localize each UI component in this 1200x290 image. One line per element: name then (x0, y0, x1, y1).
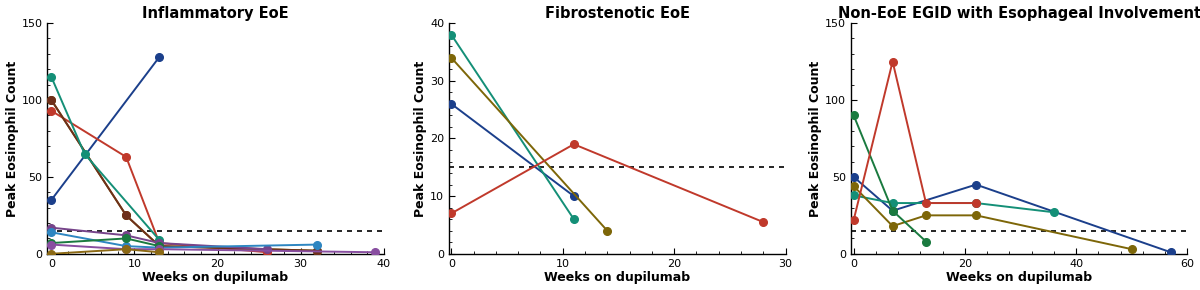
Y-axis label: Peak Eosinophil Count: Peak Eosinophil Count (414, 60, 427, 217)
Title: Fibrostenotic EoE: Fibrostenotic EoE (545, 6, 690, 21)
Title: Non-EoE EGID with Esophageal Involvement: Non-EoE EGID with Esophageal Involvement (838, 6, 1200, 21)
X-axis label: Weeks on dupilumab: Weeks on dupilumab (545, 271, 690, 284)
Y-axis label: Peak Eosinophil Count: Peak Eosinophil Count (809, 60, 822, 217)
Y-axis label: Peak Eosinophil Count: Peak Eosinophil Count (6, 60, 18, 217)
X-axis label: Weeks on dupilumab: Weeks on dupilumab (143, 271, 288, 284)
X-axis label: Weeks on dupilumab: Weeks on dupilumab (946, 271, 1092, 284)
Title: Inflammatory EoE: Inflammatory EoE (142, 6, 289, 21)
